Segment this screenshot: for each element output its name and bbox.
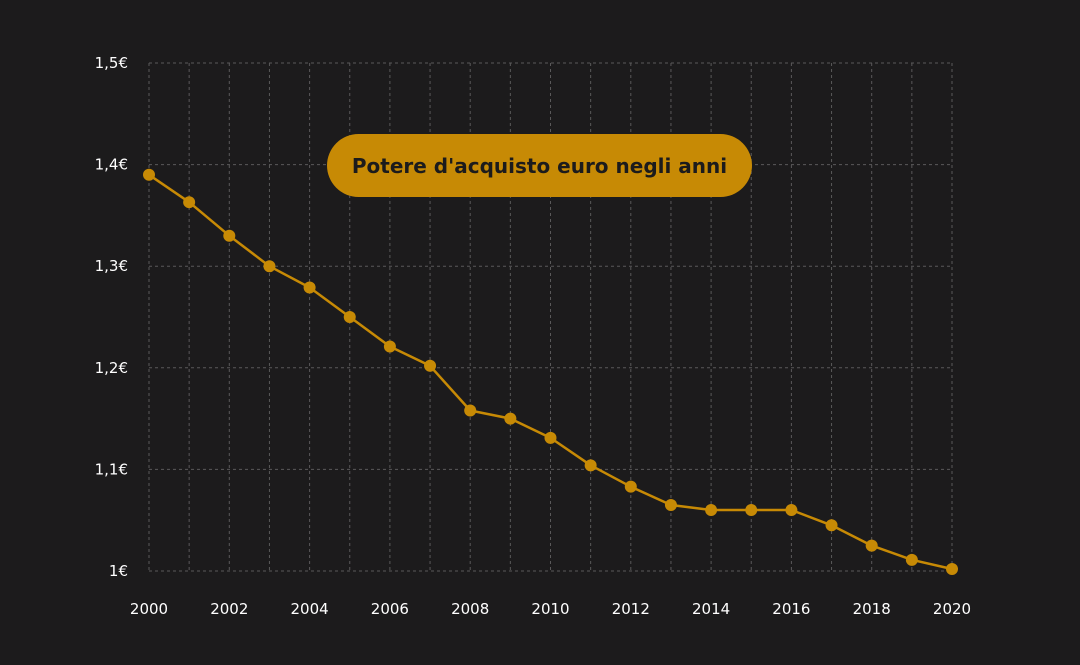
data-point (584, 459, 597, 472)
x-tick-label: 2014 (692, 600, 730, 618)
y-tick-label: 1,3€ (95, 257, 128, 275)
y-axis-ticks: 1€ 1,1€ 1,2€ 1,3€ 1,4€ 1,5€ (95, 54, 128, 580)
data-point (383, 340, 396, 353)
series-purchasing-power (143, 168, 958, 575)
data-point (223, 229, 236, 242)
x-tick-label: 2008 (451, 600, 489, 618)
data-point (544, 431, 557, 444)
x-tick-label: 2002 (210, 600, 248, 618)
data-point (303, 281, 316, 294)
x-tick-label: 2010 (531, 600, 569, 618)
data-point (905, 553, 918, 566)
data-point (745, 504, 758, 517)
x-tick-label: 2006 (371, 600, 409, 618)
data-point (143, 168, 155, 181)
y-tick-label: 1€ (109, 562, 128, 580)
x-tick-label: 2020 (933, 600, 971, 618)
data-point (946, 562, 958, 575)
x-tick-label: 2012 (612, 600, 650, 618)
data-point (183, 196, 196, 209)
y-tick-label: 1,4€ (95, 156, 128, 174)
data-point (705, 504, 718, 517)
data-point (865, 539, 878, 552)
y-tick-label: 1,1€ (95, 460, 128, 478)
chart-title: Potere d'acquisto euro negli anni (327, 134, 752, 197)
data-point (825, 519, 838, 532)
y-tick-label: 1,5€ (95, 54, 128, 72)
data-point (263, 260, 276, 273)
data-point (624, 480, 637, 493)
data-point (343, 311, 356, 323)
x-axis-ticks: 2000 2002 2004 2006 2008 2010 2012 2014 2016 2018… (130, 600, 971, 618)
x-tick-label: 2004 (291, 600, 329, 618)
data-point (424, 359, 437, 372)
data-point (785, 504, 798, 517)
data-point (504, 412, 517, 425)
y-tick-label: 1,2€ (95, 359, 128, 377)
data-point (664, 498, 677, 511)
x-tick-label: 2018 (853, 600, 891, 618)
x-tick-label: 2000 (130, 600, 168, 618)
data-point (464, 404, 477, 417)
x-tick-label: 2016 (772, 600, 810, 618)
